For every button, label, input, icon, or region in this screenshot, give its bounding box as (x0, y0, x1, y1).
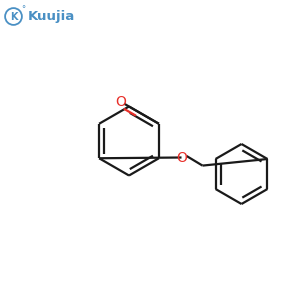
Text: O: O (176, 151, 187, 164)
Text: Kuujia: Kuujia (28, 10, 75, 23)
Text: K: K (10, 11, 17, 22)
Text: O: O (115, 95, 126, 109)
Text: °: ° (21, 5, 25, 14)
